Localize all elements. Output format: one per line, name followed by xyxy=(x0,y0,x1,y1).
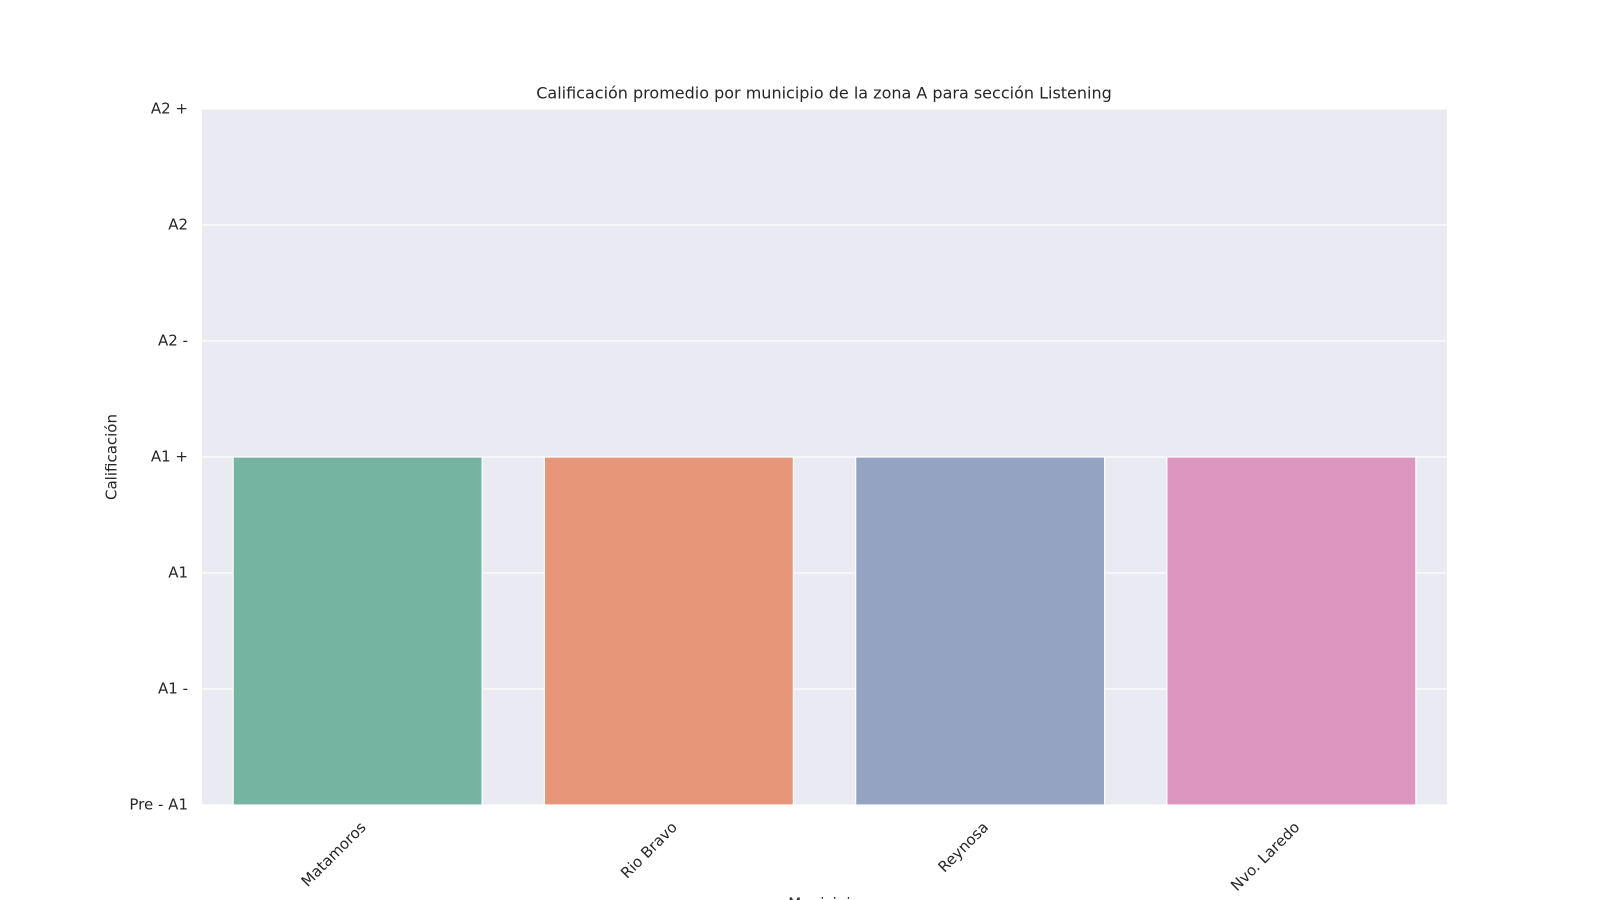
y-tick-label: A1 + xyxy=(151,448,188,466)
chart-title: Calificación promedio por municipio de l… xyxy=(536,84,1112,103)
bar xyxy=(232,456,483,806)
x-tick-label: Matamoros xyxy=(298,818,370,890)
y-tick-label: A2 xyxy=(168,216,188,234)
y-tick-label: Pre - A1 xyxy=(129,796,188,814)
y-tick-label: A2 - xyxy=(158,332,188,350)
y-tick-label: A1 - xyxy=(158,680,188,698)
x-axis-label: Municipio xyxy=(788,895,859,900)
x-tick-label: Rio Bravo xyxy=(617,818,681,882)
y-tick-label: A1 xyxy=(168,564,188,582)
x-tick-label: Nvo. Laredo xyxy=(1227,818,1303,894)
bar xyxy=(855,456,1106,806)
bar xyxy=(1166,456,1417,806)
y-axis-label: Calificación xyxy=(103,414,121,500)
bar xyxy=(543,456,794,806)
x-tick-label: Reynosa xyxy=(934,818,992,876)
y-tick-label: A2 + xyxy=(151,100,188,118)
